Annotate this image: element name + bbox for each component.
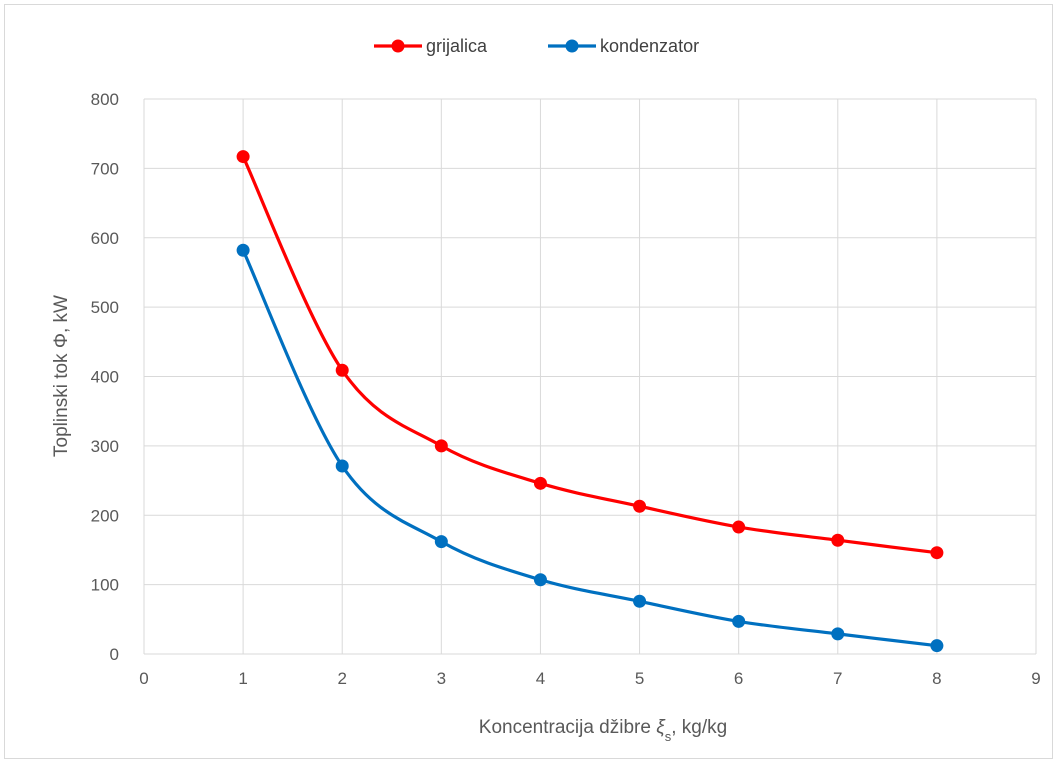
series-line [241,155,938,555]
y-tick-label: 300 [91,437,119,456]
data-point [236,150,250,164]
data-point [236,243,250,257]
x-axis-ticks: 0 1 2 3 4 5 6 7 8 9 [139,669,1040,688]
y-tick-label: 200 [91,506,119,525]
gridlines [143,98,1037,655]
legend-item-grijalica: grijalica [374,36,488,56]
series-kondenzator [236,243,944,653]
legend-label: grijalica [426,36,488,56]
data-point [732,614,746,628]
y-axis-ticks: 0 100 200 300 400 500 600 700 800 [91,90,119,664]
data-point [434,439,448,453]
x-axis-title: Koncentracija džibre ξs, kg/kg [479,717,727,744]
y-axis-title: Toplinski tok Φ, kW [51,295,72,457]
data-point [831,627,845,641]
data-point [930,546,944,560]
x-tick-label: 5 [635,669,644,688]
legend: grijalica kondenzator [374,36,699,56]
x-tick-label: 3 [437,669,446,688]
y-tick-label: 400 [91,368,119,387]
y-tick-label: 500 [91,298,119,317]
legend-label: kondenzator [600,36,699,56]
x-tick-label: 7 [833,669,842,688]
x-tick-label: 9 [1031,669,1040,688]
x-tick-label: 2 [337,669,346,688]
x-tick-label: 6 [734,669,743,688]
data-point [434,535,448,549]
x-tick-label: 1 [238,669,247,688]
y-tick-label: 800 [91,90,119,109]
y-tick-label: 0 [110,645,119,664]
data-point [831,533,845,547]
data-point [533,476,547,490]
chart-area [4,4,1053,759]
data-point [732,520,746,534]
data-point [335,363,349,377]
x-tick-label: 8 [932,669,941,688]
series-group [236,150,944,653]
data-point [633,499,647,513]
legend-item-kondenzator: kondenzator [548,36,699,56]
data-point [335,459,349,473]
y-tick-label: 700 [91,159,119,178]
y-tick-label: 600 [91,229,119,248]
x-tick-label: 0 [139,669,148,688]
y-tick-label: 100 [91,576,119,595]
x-tick-label: 4 [536,669,545,688]
data-point [633,594,647,608]
legend-marker [391,39,405,53]
series-line [241,249,938,648]
legend-marker [565,39,579,53]
series-grijalica [236,150,944,560]
data-point [930,639,944,653]
data-point [533,573,547,587]
